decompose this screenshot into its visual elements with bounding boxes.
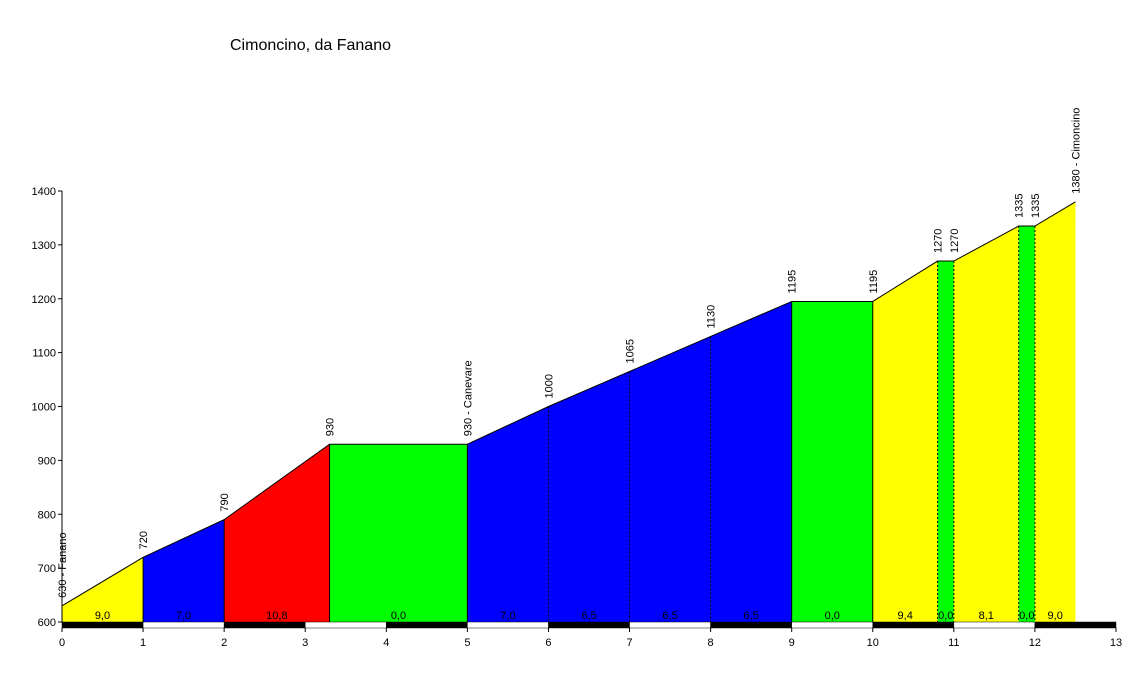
point-label: 1000: [543, 374, 555, 398]
segment: [62, 557, 144, 622]
segment: [1018, 226, 1035, 623]
y-tick-label: 1000: [32, 402, 56, 414]
gradient-label: 0,0: [391, 610, 406, 622]
km-stripe: [710, 621, 792, 629]
y-tick-label: 1200: [32, 294, 56, 306]
x-tick-label: 8: [708, 637, 714, 649]
km-stripe: [872, 621, 955, 629]
segment: [467, 406, 549, 622]
gradient-label: 9,0: [1048, 610, 1063, 622]
km-stripe: [629, 621, 711, 629]
y-tick-label: 1300: [32, 240, 56, 252]
km-stripe: [791, 621, 874, 629]
gradient-label: 0,0: [825, 610, 840, 622]
segment: [629, 336, 711, 622]
x-tick-label: 12: [1029, 637, 1041, 649]
chart-title: Cimoncino, da Fanano: [230, 37, 391, 54]
x-tick-label: 0: [59, 637, 65, 649]
gradient-label: 0,0: [1019, 610, 1034, 622]
gradient-label: 6,5: [744, 610, 759, 622]
gradient-label: 6,5: [662, 610, 677, 622]
segment: [872, 261, 938, 622]
y-tick-label: 1100: [32, 348, 56, 360]
point-label: 930: [325, 418, 337, 436]
km-stripe: [953, 621, 1036, 629]
km-stripe: [386, 621, 468, 629]
point-label: 1065: [625, 339, 637, 363]
segment: [224, 444, 330, 622]
point-label: 1270: [933, 229, 945, 253]
km-stripe: [304, 621, 387, 629]
point-label: 790: [219, 493, 231, 511]
point-label: 1270: [949, 229, 961, 253]
point-label: 1130: [706, 305, 718, 329]
point-label: 930 - Canevare: [462, 360, 474, 436]
point-label: 1195: [787, 270, 799, 294]
gradient-label: 10,8: [266, 610, 287, 622]
segment: [937, 261, 954, 622]
x-tick-label: 5: [464, 637, 470, 649]
km-stripe: [467, 621, 549, 629]
point-label: 1335: [1030, 194, 1042, 218]
gradient-label: 0,0: [938, 610, 953, 622]
segment: [143, 519, 225, 622]
km-stripe: [223, 621, 306, 629]
point-label: 630 - Fanano: [57, 532, 69, 597]
y-tick-label: 800: [38, 509, 56, 521]
x-tick-label: 2: [221, 637, 227, 649]
x-tick-label: 7: [626, 637, 632, 649]
y-tick-label: 600: [38, 617, 56, 629]
x-tick-label: 4: [383, 637, 389, 649]
x-tick-label: 13: [1110, 637, 1122, 649]
segment: [1034, 201, 1076, 622]
point-label: 1195: [868, 270, 880, 294]
km-stripe: [142, 621, 225, 629]
x-tick-label: 3: [302, 637, 308, 649]
segment: [791, 301, 873, 622]
segment: [710, 301, 792, 622]
y-tick-label: 900: [38, 455, 56, 467]
x-tick-label: 1: [140, 637, 146, 649]
x-tick-label: 10: [867, 637, 879, 649]
point-label: 720: [138, 531, 150, 549]
y-tick-label: 1400: [32, 186, 56, 198]
x-tick-label: 6: [545, 637, 551, 649]
gradient-label: 9,0: [95, 610, 110, 622]
segment: [329, 444, 468, 622]
y-tick-label: 700: [38, 563, 56, 575]
segment: [953, 226, 1019, 623]
km-stripe: [1034, 621, 1117, 629]
gradient-label: 7,0: [500, 610, 515, 622]
gradient-label: 9,4: [898, 610, 913, 622]
point-label: 1335: [1014, 194, 1026, 218]
x-tick-label: 11: [948, 637, 959, 649]
segment: [548, 371, 630, 622]
gradient-label: 7,0: [176, 610, 191, 622]
gradient-label: 6,5: [581, 610, 596, 622]
km-stripe: [61, 621, 144, 629]
point-label: 1380 - Cimoncino: [1070, 108, 1082, 194]
gradient-label: 8,1: [979, 610, 994, 622]
x-tick-label: 9: [789, 637, 795, 649]
km-stripe: [548, 621, 630, 629]
